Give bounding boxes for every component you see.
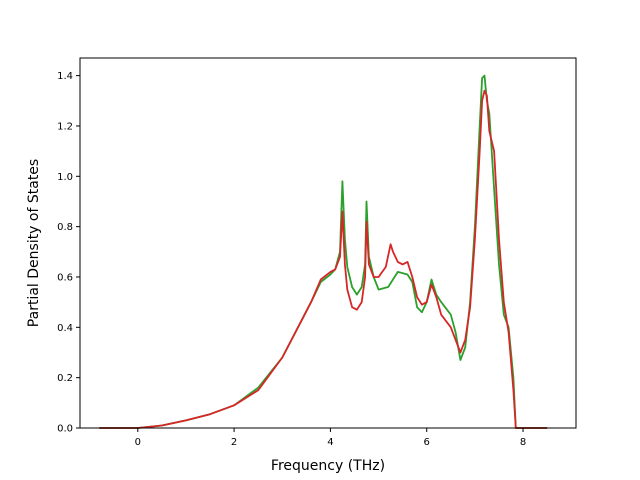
y-tick-label: 0.8 [57, 222, 73, 233]
y-tick-label: 0.2 [57, 373, 73, 384]
x-axis-label: Frequency (THz) [271, 458, 385, 474]
y-tick-label: 1.4 [57, 71, 73, 82]
y-axis-label: Partial Density of States [26, 159, 42, 327]
y-tick-label: 1.0 [57, 172, 73, 183]
y-tick-label: 0.6 [57, 272, 73, 283]
y-tick-label: 0.0 [57, 424, 73, 435]
x-tick-label: 4 [327, 437, 333, 448]
series-line-2 [99, 89, 548, 429]
series-layer [99, 74, 548, 429]
x-tick-label: 0 [135, 437, 141, 448]
x-tick-label: 6 [424, 437, 430, 448]
x-tick-label: 8 [520, 437, 526, 448]
ticks-layer: 0 2 4 6 8 0.0 0.2 0.4 0.6 0.8 1.0 1.2 1.4 [57, 71, 526, 448]
plot-frame [79, 57, 577, 429]
x-tick-label: 2 [231, 437, 237, 448]
y-tick-label: 0.4 [57, 323, 73, 334]
y-tick-label: 1.2 [57, 121, 73, 132]
